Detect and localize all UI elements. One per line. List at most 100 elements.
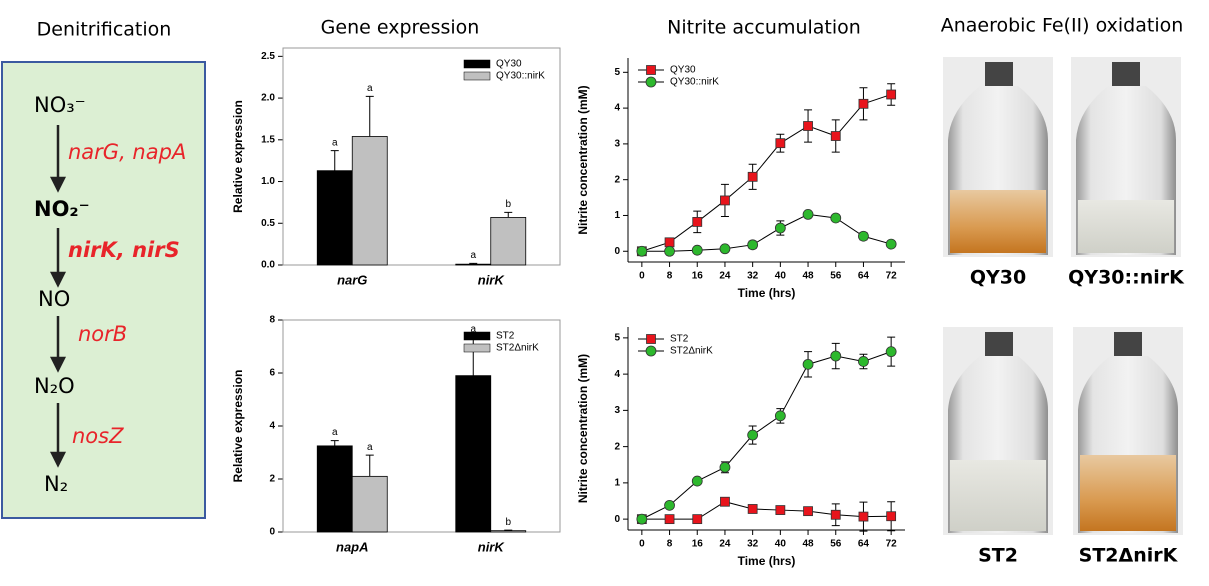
series-line: [641, 213, 892, 252]
x-tick-label: 0: [639, 271, 645, 282]
x-axis-label: Time (hrs): [738, 286, 796, 300]
compound: N₂O: [34, 374, 75, 398]
enzyme: nirK, nirS: [68, 238, 180, 262]
y-tick-label: 2: [614, 174, 620, 185]
arrows: [49, 125, 67, 468]
point: [885, 346, 897, 358]
y-tick-label: 1.5: [261, 134, 275, 145]
point: [886, 511, 897, 522]
photo-label: ST2: [978, 545, 1018, 567]
x-tick-label: 24: [719, 271, 731, 282]
denitrification-panel: Denitrification NO₃⁻ NO₂⁻ NO N₂O N₂ narG…: [1, 19, 206, 519]
point: [747, 504, 758, 514]
error-bar: [504, 211, 513, 218]
point: [886, 89, 897, 100]
point: [692, 514, 703, 525]
panel-title: Anaerobic Fe(II) oxidation: [941, 15, 1184, 37]
x-tick-label: 8: [667, 271, 673, 282]
y-tick-label: 5: [614, 333, 620, 344]
error-bar: [504, 529, 513, 531]
point: [830, 212, 842, 224]
point: [636, 245, 648, 257]
point: [747, 239, 759, 251]
legend-swatch: [463, 71, 491, 81]
x-tick-label: 48: [802, 539, 814, 550]
y-tick-label: 3: [614, 405, 620, 416]
legend-label: ST2ΔnirK: [496, 343, 539, 354]
legend-marker: [645, 76, 657, 88]
point: [858, 98, 869, 109]
bar: [351, 136, 388, 266]
compound: NO: [38, 287, 70, 311]
x-tick-label: 64: [858, 539, 870, 550]
x-tick-label: 32: [747, 271, 759, 282]
x-tick-label: 40: [775, 539, 787, 550]
enzyme: norB: [78, 322, 127, 346]
significance-letter: a: [367, 442, 373, 453]
point: [775, 505, 786, 515]
legend-marker: [646, 65, 656, 75]
series-line: [641, 501, 892, 520]
y-tick-label: 2.5: [261, 51, 275, 62]
point: [692, 217, 703, 227]
compound: N₂: [44, 472, 68, 496]
point: [858, 511, 869, 522]
error-bar: [469, 262, 478, 265]
legend-label: ST2: [670, 334, 689, 345]
x-tick-label: 24: [719, 539, 731, 550]
error-bar: [330, 440, 339, 446]
enzyme: nosZ: [72, 424, 124, 448]
photo-panel: Anaerobic Fe(II) oxidation QY30 QY30::ni: [941, 15, 1185, 567]
error-bar: [365, 95, 374, 137]
point: [747, 171, 758, 182]
point: [803, 121, 813, 131]
point: [720, 195, 730, 206]
y-tick-label: 0.0: [261, 260, 275, 271]
bottle-photo: [943, 57, 1053, 257]
y-tick-label: 3: [614, 139, 620, 150]
compound: NO₂⁻: [34, 197, 90, 221]
plot-frame: [282, 319, 561, 533]
point: [664, 237, 675, 248]
series-line: [641, 351, 892, 520]
y-axis-label: Nitrite concentration (mM): [576, 354, 590, 503]
y-tick-label: 4: [614, 103, 620, 114]
y-tick-label: 2: [269, 474, 275, 485]
x-tick-label: 0: [639, 539, 645, 550]
point: [802, 208, 814, 220]
compound: NO₃⁻: [34, 93, 86, 117]
error-bar: [469, 336, 478, 376]
y-tick-label: 1: [614, 210, 620, 221]
point: [830, 350, 842, 362]
point: [802, 358, 814, 370]
panel-title: Denitrification: [37, 19, 172, 41]
series-line: [641, 94, 892, 252]
x-tick-label: 32: [747, 539, 759, 550]
point: [664, 514, 675, 525]
y-tick-label: 2.0: [261, 93, 275, 104]
enzyme: narG, napA: [68, 140, 186, 164]
error-bar: [365, 454, 374, 477]
error-bar: [330, 150, 339, 171]
point: [636, 513, 648, 525]
bar: [490, 217, 527, 266]
legend-label: QY30: [670, 65, 696, 76]
bar: [455, 263, 492, 266]
legend-label: ST2: [496, 331, 515, 342]
y-tick-label: 1.0: [261, 176, 275, 187]
bar: [455, 375, 492, 533]
legend-swatch: [463, 343, 491, 353]
x-tick-label: 64: [858, 271, 870, 282]
y-tick-label: 1: [614, 478, 620, 489]
legend-label: QY30::nirK: [670, 77, 719, 88]
point: [747, 429, 759, 441]
photo-label: ST2ΔnirK: [1079, 545, 1179, 567]
point: [885, 238, 897, 250]
chart-title: Gene expression: [321, 17, 480, 39]
x-tick-label: 16: [692, 539, 704, 550]
point: [691, 244, 703, 256]
legend-label: ST2ΔnirK: [670, 346, 713, 357]
legend-marker: [645, 345, 657, 357]
bar: [490, 530, 527, 533]
